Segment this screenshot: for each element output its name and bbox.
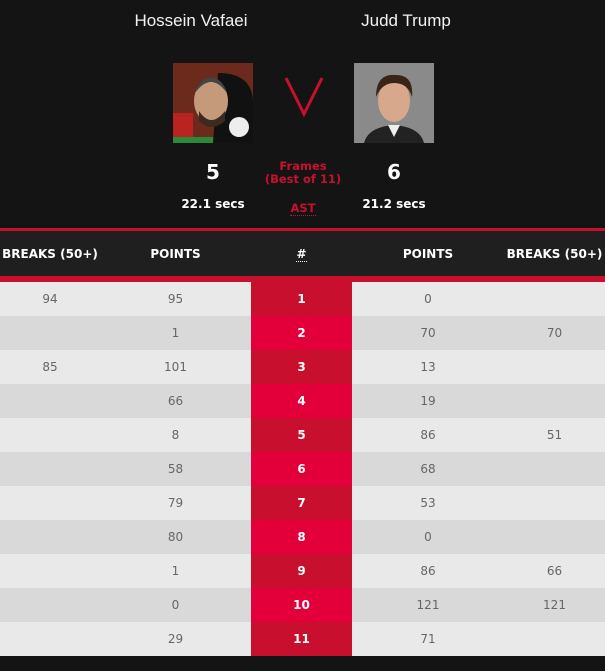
- cell-points-left: 1: [171, 326, 180, 340]
- cell-frame-number: 10: [251, 588, 352, 622]
- cell-frame-number: 3: [251, 350, 352, 384]
- cell-points-right: 53: [420, 496, 436, 510]
- player2-name[interactable]: Judd Trump: [361, 11, 451, 30]
- cell-frame-number: 8: [251, 520, 352, 554]
- player1-ast: 22.1 secs: [181, 197, 245, 211]
- cell-breaks-right: 66: [546, 564, 563, 578]
- player2-frames: 6: [387, 160, 401, 184]
- table-row: 29 11 71: [0, 622, 605, 656]
- table-row: 79 7 53: [0, 486, 605, 520]
- player1-frames: 5: [206, 160, 220, 184]
- header-points-right: POINTS: [402, 246, 454, 261]
- cell-breaks-right: 121: [543, 598, 566, 612]
- frames-table: 94 95 1 0 1 2 70 70 85 101 3 13 66 4 19 8 5 86 51 58 6 68 79 7 5…: [0, 282, 605, 656]
- table-row: 94 95 1 0: [0, 282, 605, 316]
- table-row: 1 2 70 70: [0, 316, 605, 350]
- frames-title: Frames: [279, 159, 327, 173]
- divider: [0, 276, 605, 282]
- cell-frame-number: 6: [251, 452, 352, 486]
- table-header: BREAKS (50+) POINTS # POINTS BREAKS (50+…: [0, 231, 605, 276]
- table-row: 8 5 86 51: [0, 418, 605, 452]
- player1-photo: [173, 63, 253, 143]
- header-points-left: POINTS: [150, 246, 201, 261]
- divider: [0, 228, 605, 231]
- cell-points-right: 86: [420, 564, 436, 578]
- cell-points-left: 66: [167, 394, 184, 408]
- versus-icon: [284, 77, 324, 118]
- cell-points-right: 19: [420, 394, 436, 408]
- cell-frame-number: 9: [251, 554, 352, 588]
- player1-name[interactable]: Hossein Vafaei: [134, 11, 248, 30]
- cell-points-left: 0: [171, 598, 180, 612]
- table-row: 66 4 19: [0, 384, 605, 418]
- table-row: 80 8 0: [0, 520, 605, 554]
- cell-points-left: 1: [171, 564, 180, 578]
- table-row: 85 101 3 13: [0, 350, 605, 384]
- best-of-label: (Best of 11): [264, 172, 342, 186]
- cell-points-left: 80: [167, 530, 184, 544]
- cell-frame-number: 11: [251, 622, 352, 656]
- player2-ast: 21.2 secs: [362, 197, 426, 211]
- cell-points-left: 58: [167, 462, 184, 476]
- header-frame-number: #: [251, 246, 352, 262]
- cell-points-left: 29: [167, 632, 184, 646]
- table-row: 58 6 68: [0, 452, 605, 486]
- cell-breaks-right: 70: [546, 326, 563, 340]
- cell-points-right: 0: [424, 530, 432, 544]
- cell-points-left: 101: [164, 360, 187, 374]
- match-header: Hossein Vafaei Judd Trump 5 6 Frames (Be…: [0, 0, 605, 228]
- cell-breaks-right: 51: [546, 428, 563, 442]
- cell-breaks-left: 85: [42, 360, 58, 374]
- cell-points-right: 86: [420, 428, 436, 442]
- cell-frame-number: 2: [251, 316, 352, 350]
- cell-points-left: 8: [171, 428, 180, 442]
- header-breaks-left: BREAKS (50+): [2, 246, 98, 261]
- header-breaks-right: BREAKS (50+): [506, 246, 603, 261]
- cell-breaks-left: 94: [42, 292, 58, 306]
- header-hash: #: [296, 246, 307, 262]
- cell-points-right: 121: [416, 598, 440, 612]
- cell-points-right: 13: [420, 360, 436, 374]
- cell-points-right: 71: [420, 632, 436, 646]
- table-row: 0 10 121 121: [0, 588, 605, 622]
- cell-points-right: 0: [424, 292, 432, 306]
- ast-abbr[interactable]: AST: [290, 201, 316, 216]
- frames-label: Frames (Best of 11): [253, 160, 353, 186]
- cell-points-left: 95: [167, 292, 184, 306]
- table-row: 1 9 86 66: [0, 554, 605, 588]
- cell-frame-number: 5: [251, 418, 352, 452]
- cell-frame-number: 4: [251, 384, 352, 418]
- cell-points-right: 68: [420, 462, 436, 476]
- cell-points-right: 70: [420, 326, 436, 340]
- player2-photo: [354, 63, 434, 143]
- cell-frame-number: 1: [251, 282, 352, 316]
- cell-frame-number: 7: [251, 486, 352, 520]
- ast-label[interactable]: AST: [253, 201, 353, 216]
- cell-points-left: 79: [167, 496, 184, 510]
